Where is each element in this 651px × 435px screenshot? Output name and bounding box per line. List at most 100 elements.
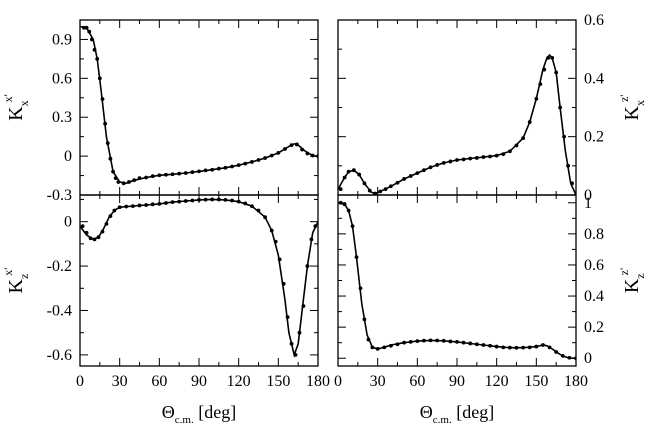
x-tick-label: 30 <box>112 373 128 390</box>
data-point <box>351 168 356 173</box>
data-point <box>203 168 208 173</box>
data-point <box>415 339 420 344</box>
data-point <box>357 172 362 177</box>
data-point <box>84 25 89 30</box>
data-point <box>422 338 426 343</box>
data-point <box>230 164 234 169</box>
data-point <box>263 156 268 160</box>
data-point <box>236 199 241 204</box>
x-tick-label: 60 <box>409 373 425 390</box>
data-point <box>501 345 506 350</box>
data-point <box>316 154 318 159</box>
data-point <box>435 338 440 343</box>
data-point <box>293 352 298 357</box>
y-axis-label: Kxz' <box>617 95 647 121</box>
data-point <box>216 197 221 202</box>
series-line <box>80 198 318 358</box>
y-tick-label: 0.4 <box>584 70 604 87</box>
data-point <box>164 172 168 177</box>
data-point <box>468 341 473 346</box>
x-tick-label: 120 <box>485 373 509 390</box>
data-point <box>310 153 315 158</box>
series-line <box>338 53 576 195</box>
data-point <box>521 136 526 141</box>
data-point <box>190 170 195 175</box>
data-point <box>422 168 426 173</box>
y-tick-label: 0.6 <box>52 70 72 87</box>
x-tick-label: 150 <box>524 373 548 390</box>
data-point <box>383 187 388 192</box>
data-point <box>273 239 278 244</box>
x-tick-label: 30 <box>370 373 386 390</box>
data-point <box>558 105 563 110</box>
x-tick-label: 120 <box>227 373 251 390</box>
data-point <box>210 197 215 202</box>
y-axis-label: Kxx' <box>1 94 31 121</box>
data-point <box>481 155 486 159</box>
data-point <box>550 56 555 60</box>
plot-frame <box>337 19 577 196</box>
y-tick-label: -0.3 <box>47 187 72 204</box>
data-point <box>130 204 135 209</box>
data-point <box>281 281 286 286</box>
data-point <box>203 197 208 202</box>
data-point <box>542 67 547 72</box>
data-point <box>362 181 367 186</box>
data-point <box>277 257 282 262</box>
data-point <box>570 181 574 186</box>
data-point <box>402 340 407 345</box>
data-point <box>127 180 131 184</box>
data-point <box>501 152 506 157</box>
data-point <box>150 202 155 207</box>
data-point <box>108 214 113 218</box>
data-point <box>236 163 241 168</box>
data-point <box>289 143 294 147</box>
y-tick-label: -0.6 <box>47 347 72 364</box>
data-point <box>190 198 195 203</box>
data-point <box>435 163 440 167</box>
y-tick-label: -0.2 <box>47 258 72 275</box>
data-point <box>88 236 93 241</box>
data-point <box>481 343 486 347</box>
data-point <box>301 304 306 308</box>
data-point <box>92 47 97 52</box>
data-point <box>346 208 351 213</box>
data-point <box>521 345 526 350</box>
data-point <box>90 37 94 42</box>
data-point <box>294 142 299 147</box>
data-point <box>538 82 543 87</box>
panel-kzz: 0 30 60 90 120 150 180 0 0.2 0.4 0.6 0.8 1 Kzz' Θc.m. … <box>334 194 647 426</box>
data-point <box>455 340 459 344</box>
data-point <box>269 228 274 233</box>
y-tick-label: 0 <box>64 148 72 165</box>
data-point <box>197 169 201 174</box>
data-point <box>313 224 318 228</box>
data-point <box>338 187 343 192</box>
data-point <box>150 174 155 179</box>
data-point <box>243 201 248 206</box>
data-point <box>373 191 377 195</box>
data-point <box>305 264 310 268</box>
data-point <box>567 355 572 360</box>
y-tick-label: 0.6 <box>584 12 604 29</box>
data-point <box>223 197 228 202</box>
data-point <box>461 157 466 162</box>
data-point <box>358 286 363 291</box>
data-point <box>395 342 400 347</box>
series-line <box>80 25 318 185</box>
data-point <box>263 215 268 220</box>
data-point <box>137 176 142 181</box>
data-point <box>514 143 519 148</box>
data-point <box>382 345 387 350</box>
data-point <box>494 153 499 158</box>
y-tick-label: 0 <box>64 214 72 231</box>
data-point <box>488 343 492 348</box>
data-point <box>210 167 215 172</box>
data-point <box>124 204 129 209</box>
data-point <box>346 169 351 174</box>
data-point <box>297 330 302 335</box>
data-point <box>157 173 162 178</box>
data-point <box>170 200 175 205</box>
y-tick-label: 0.8 <box>584 226 604 243</box>
